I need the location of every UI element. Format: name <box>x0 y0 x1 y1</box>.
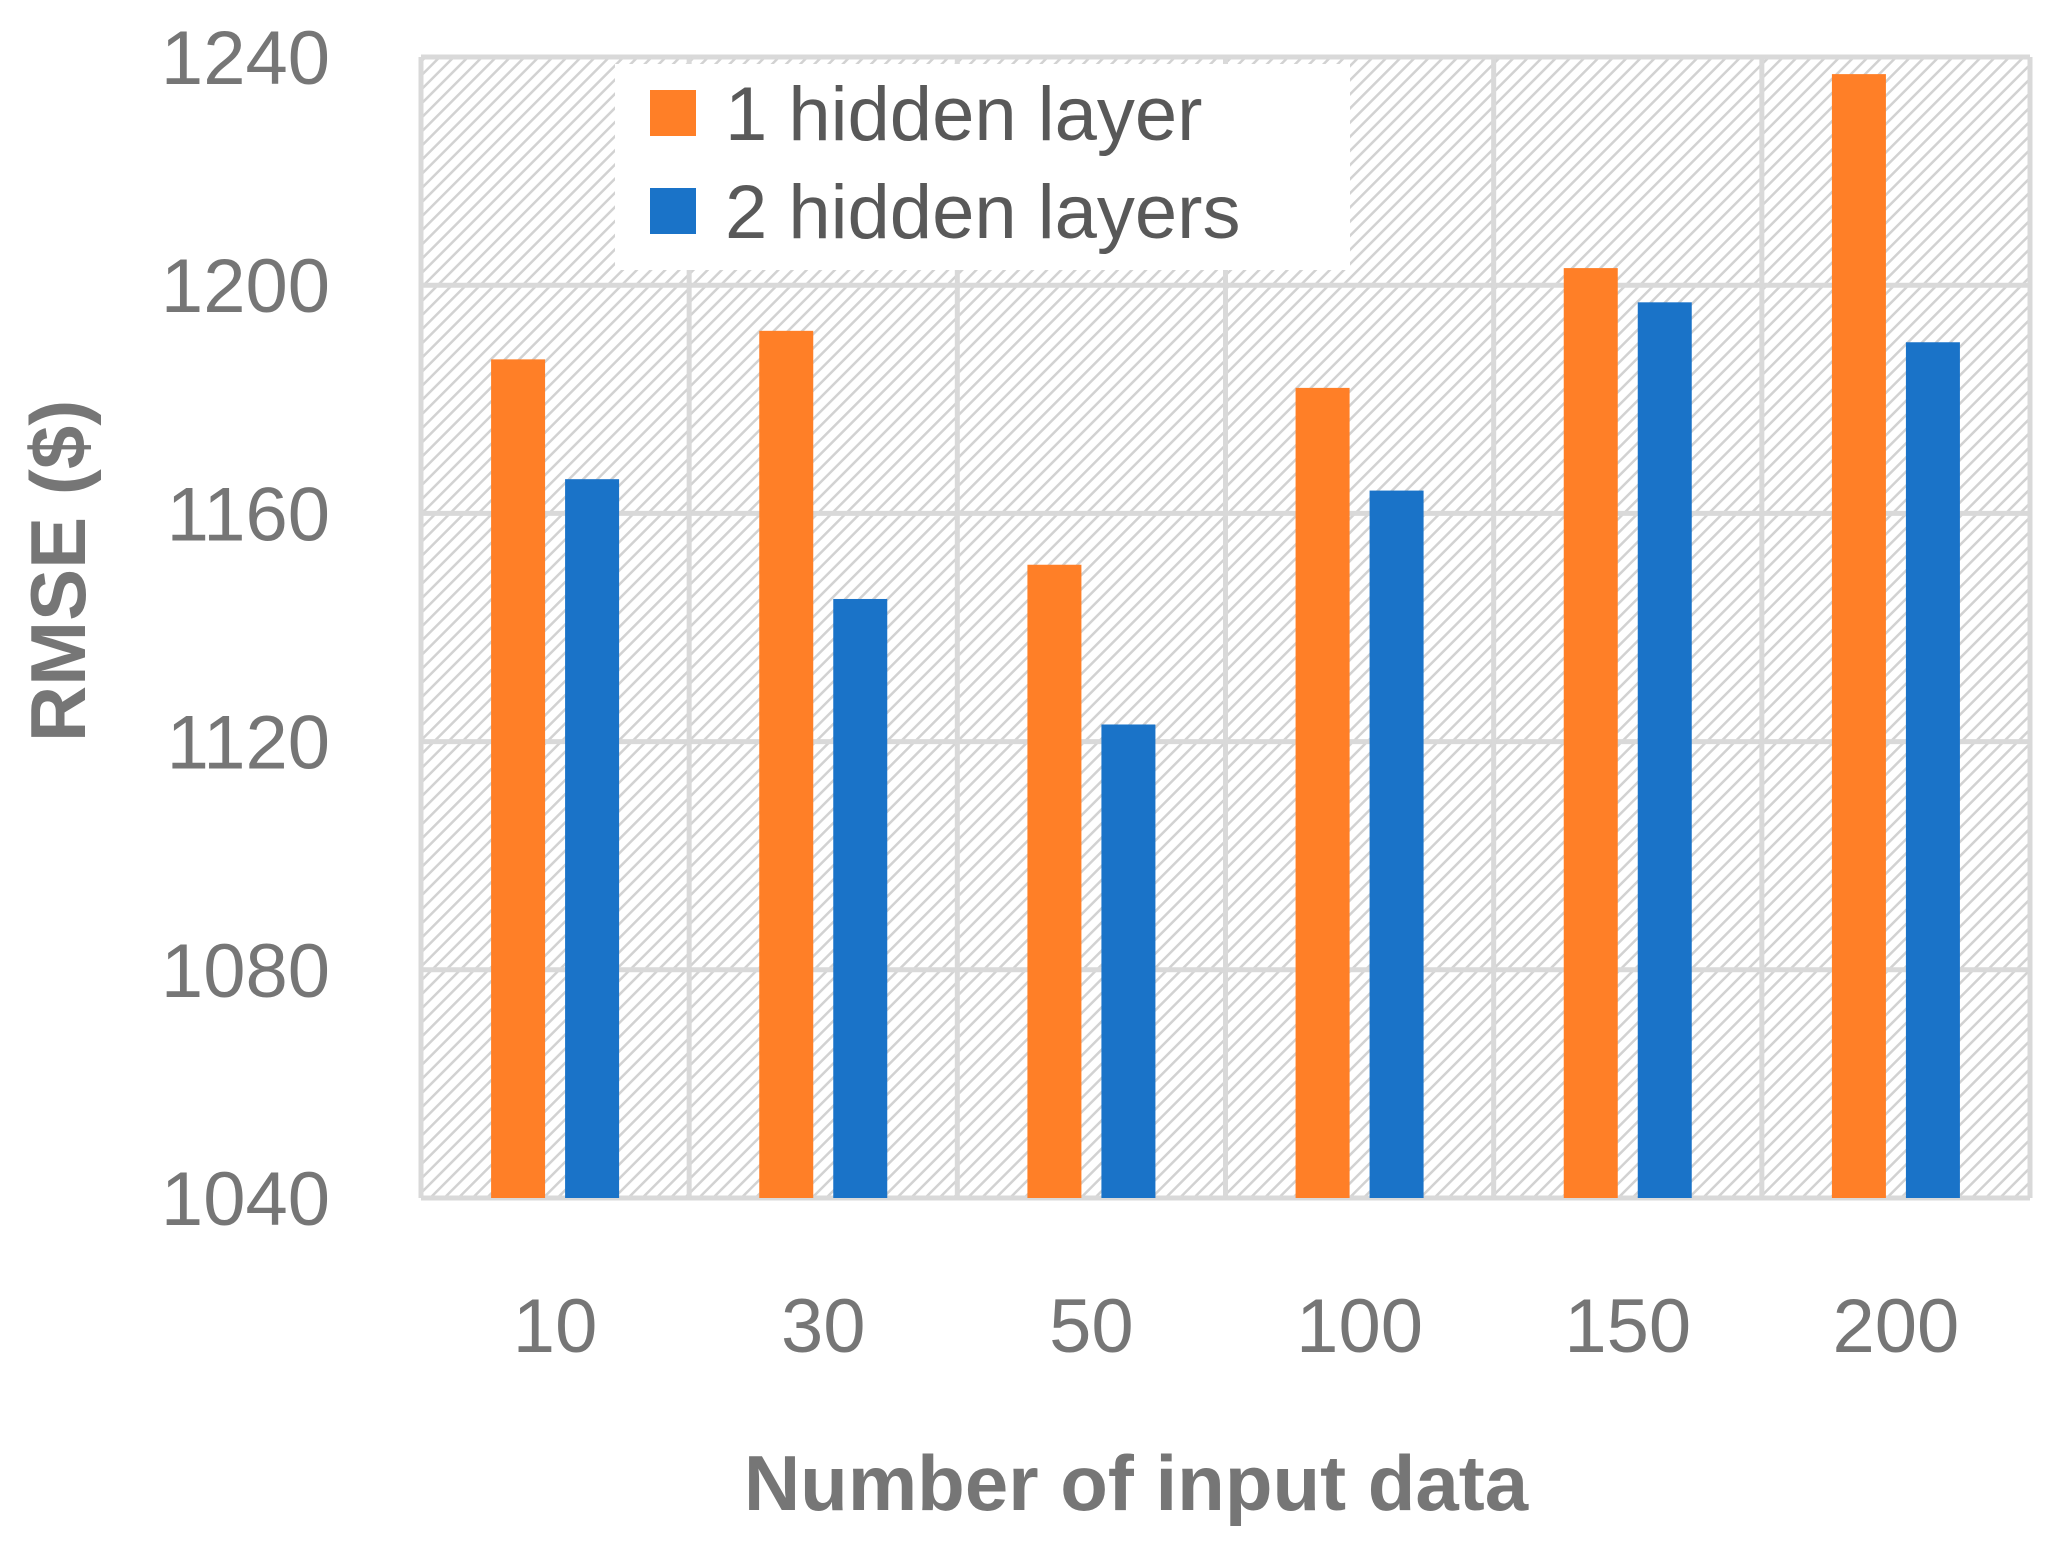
bar-1-hidden-layer-100 <box>1295 387 1350 1198</box>
legend-swatch-1-hidden-layer <box>650 90 696 136</box>
bar-2-hidden-layers-50 <box>1101 724 1156 1198</box>
legend-swatch-2-hidden-layers <box>650 188 696 234</box>
legend-label-1-hidden-layer: 1 hidden layer <box>725 72 1202 157</box>
bar-1-hidden-layer-150 <box>1563 268 1618 1199</box>
bar-2-hidden-layers-10 <box>565 479 620 1198</box>
bar-1-hidden-layer-30 <box>759 330 814 1199</box>
x-tick-label: 10 <box>513 1284 598 1369</box>
bar-2-hidden-layers-200 <box>1905 342 1960 1198</box>
y-tick-label: 1080 <box>161 929 330 1014</box>
y-axis-title: RMSE ($) <box>14 400 102 742</box>
bar-2-hidden-layers-30 <box>833 598 888 1198</box>
legend-label-2-hidden-layers: 2 hidden layers <box>725 170 1240 255</box>
x-tick-label: 50 <box>1049 1284 1134 1369</box>
x-tick-label: 30 <box>781 1284 866 1369</box>
bar-1-hidden-layer-200 <box>1831 74 1886 1199</box>
y-tick-label: 1240 <box>161 16 330 101</box>
bars <box>491 74 1960 1199</box>
y-tick-label: 1160 <box>167 472 330 557</box>
bar-1-hidden-layer-10 <box>491 359 546 1198</box>
x-tick-label: 150 <box>1564 1284 1691 1369</box>
x-tick-label: 100 <box>1296 1284 1423 1369</box>
x-tick-label: 200 <box>1833 1284 1960 1369</box>
y-tick-label: 1200 <box>161 244 330 329</box>
y-tick-label: 1120 <box>167 701 330 786</box>
x-axis-ticks: 10 30 50 100 150 200 <box>513 1284 1960 1369</box>
bar-2-hidden-layers-150 <box>1637 302 1692 1198</box>
legend-background <box>615 64 1350 270</box>
x-axis-title: Number of input data <box>744 1439 1529 1527</box>
bar-1-hidden-layer-50 <box>1027 564 1082 1198</box>
legend: 1 hidden layer 2 hidden layers <box>615 64 1350 270</box>
y-tick-label: 1040 <box>161 1157 330 1242</box>
bar-2-hidden-layers-100 <box>1369 490 1424 1199</box>
y-axis-ticks: 1040 1080 1120 1160 1200 1240 <box>161 16 330 1242</box>
